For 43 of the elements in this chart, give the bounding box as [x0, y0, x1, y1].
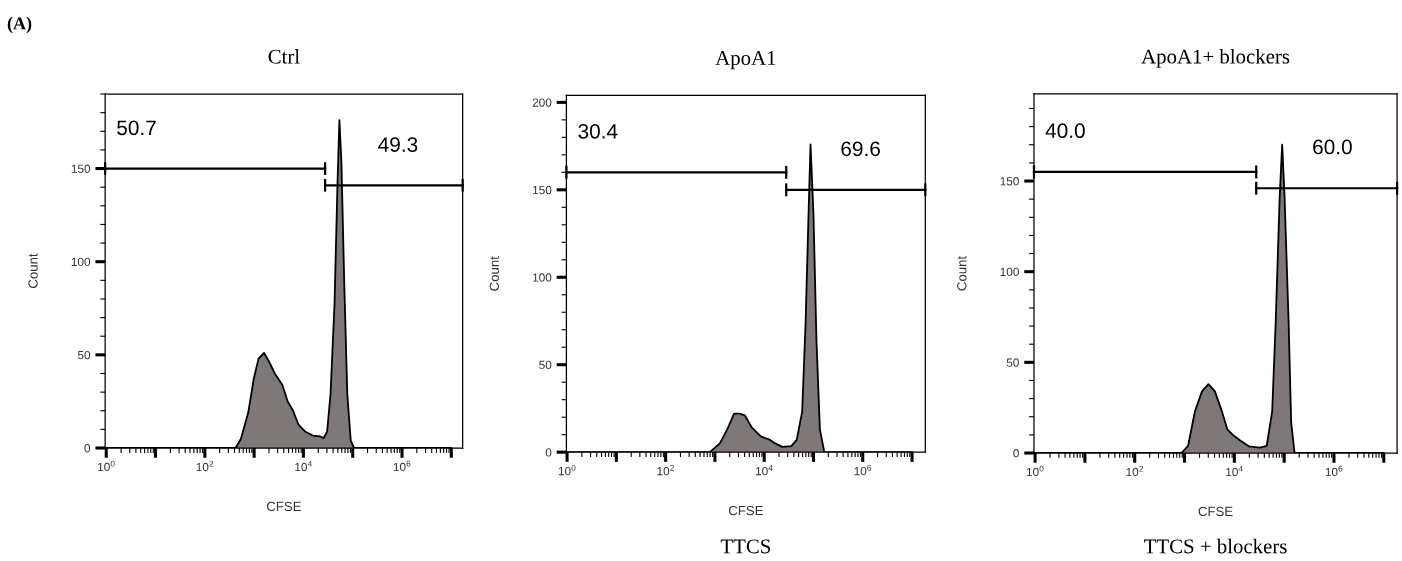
text: TTCS + blockers: [1144, 538, 1287, 554]
y-tick-label: 0: [84, 444, 91, 453]
x-tick-label: 10$^{4}$: [295, 460, 312, 472]
x-tick-label: 10$^{2}$: [196, 460, 214, 472]
y-tick-label: 150: [71, 164, 91, 173]
x-tick-label: 10$^{2}$: [657, 464, 674, 476]
x-axis-title: CFSE: [1198, 506, 1233, 517]
x-tick-label: 10$^{4}$: [1226, 465, 1243, 477]
text: TTCS: [720, 539, 771, 554]
y-axis-title: Count: [957, 255, 967, 291]
y-tick-label: 100: [533, 273, 552, 282]
y-axis-title: Count: [489, 256, 499, 291]
chart-title: ApoA1: [715, 51, 776, 70]
x-tick-label: 10$^{2}$: [1126, 465, 1144, 477]
y-tick-label: 100: [71, 257, 91, 267]
x-axis-title: CFSE: [266, 501, 301, 512]
x-tick-label: 10$^{0}$: [98, 460, 115, 472]
y-tick-label: 0: [545, 448, 552, 457]
x-tick-label: 10$^{6}$: [854, 464, 872, 476]
series-label: 69.6: [841, 141, 880, 157]
x-tick-label: 10$^{0}$: [558, 464, 576, 476]
y-tick-label: 150: [533, 185, 552, 195]
series-label: 49.3: [378, 137, 418, 152]
x-tick-label: 10$^{6}$: [393, 460, 411, 472]
y-tick-label: 50: [1006, 358, 1019, 367]
series-label: 60.0: [1313, 139, 1352, 155]
x-tick-label: 10$^{4}$: [756, 465, 773, 476]
y-tick-label: 150: [1000, 177, 1019, 186]
legend-label: 40.0: [1045, 123, 1085, 139]
y-tick-label: 50: [539, 360, 552, 370]
y-axis-title: Count: [28, 253, 38, 288]
y-tick-label: 100: [1000, 267, 1019, 277]
text: (A): [7, 16, 32, 34]
chart-title: Ctrl: [268, 49, 300, 64]
y-tick-label: 200: [532, 98, 552, 107]
x-axis-title: CFSE: [728, 505, 763, 516]
x-tick-label: 10$^{6}$: [1325, 465, 1343, 477]
y-tick-label: 0: [1013, 449, 1019, 458]
chart-title: ApoA1+ blockers: [1141, 48, 1290, 68]
y-tick-label: 50: [77, 350, 91, 360]
legend-label: 30.4: [578, 123, 618, 139]
x-tick-label: 10$^{0}$: [1026, 465, 1044, 477]
legend-label: 50.7: [117, 120, 156, 136]
